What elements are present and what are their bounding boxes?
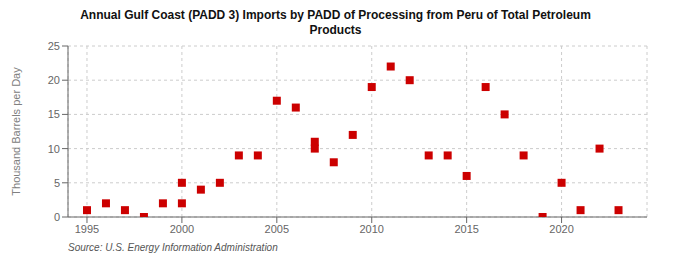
html-text:Products: Products [309,23,362,37]
svg-text:25: 25 [48,40,60,52]
svg-text:5: 5 [54,177,60,189]
svg-text:2010: 2010 [359,223,383,235]
html-text:Source: U.S. Energy Informatio: Source: U.S. Energy Information Administ… [68,242,278,253]
svg-text:2015: 2015 [454,223,478,235]
html-text:Annual Gulf Coast (PADD 3) Imp: Annual Gulf Coast (PADD 3) Imports by PA… [80,8,591,22]
svg-text:20: 20 [48,74,60,86]
svg-text:2020: 2020 [549,223,573,235]
svg-text:1995: 1995 [75,223,99,235]
svg-text:10: 10 [48,143,60,155]
svg-text:2005: 2005 [265,223,289,235]
svg-text:15: 15 [48,108,60,120]
svg-text:0: 0 [54,211,60,223]
svg-text:Thousand Barrels per Day: Thousand Barrels per Day [10,67,22,196]
svg-text:2000: 2000 [170,223,194,235]
